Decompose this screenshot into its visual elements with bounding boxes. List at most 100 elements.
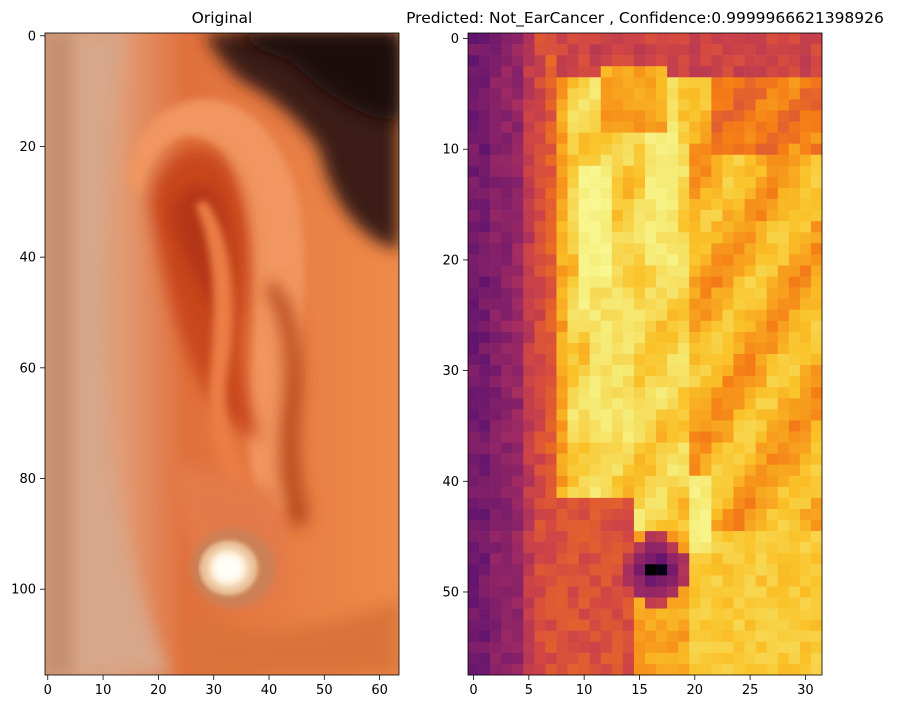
heatmap-cell xyxy=(545,187,557,200)
heatmap-cell xyxy=(501,575,513,587)
heatmap-cell xyxy=(711,298,723,311)
heatmap-cell xyxy=(799,520,812,532)
heatmap-cell xyxy=(656,630,668,643)
heatmap-cell xyxy=(722,354,734,366)
heatmap-cell xyxy=(512,398,524,410)
heatmap-cell xyxy=(788,77,801,89)
heatmap-cell xyxy=(556,531,568,543)
heatmap-cell xyxy=(700,221,712,233)
heatmap-cell xyxy=(777,232,790,244)
heatmap-cell xyxy=(766,320,779,333)
heatmap-cell xyxy=(545,630,557,643)
heatmap-cell xyxy=(622,663,635,676)
heatmap-cell xyxy=(633,199,646,211)
heatmap-cell xyxy=(501,475,513,488)
heatmap-cell xyxy=(600,132,613,144)
heatmap-cell xyxy=(490,88,502,100)
heatmap-cell xyxy=(600,221,613,233)
heatmap-cell xyxy=(733,652,745,665)
heatmap-cell xyxy=(523,176,535,189)
heatmap-cell xyxy=(545,298,557,311)
heatmap-cell xyxy=(645,154,657,167)
heatmap-cell xyxy=(678,365,690,377)
heatmap-cell xyxy=(600,564,613,576)
heatmap-cell xyxy=(578,464,590,477)
heatmap-cell xyxy=(656,464,668,477)
heatmap-cell xyxy=(711,608,723,620)
heatmap-cell xyxy=(755,187,767,200)
heatmap-cell xyxy=(711,44,723,56)
heatmap-cell xyxy=(578,586,590,598)
heatmap-cell xyxy=(611,287,624,299)
heatmap-cell xyxy=(545,287,557,299)
heatmap-cell xyxy=(556,342,568,355)
heatmap-cell xyxy=(633,663,646,676)
heatmap-cell xyxy=(512,376,524,388)
heatmap-cell xyxy=(468,597,480,609)
heatmap-cell xyxy=(711,143,723,156)
heatmap-cell xyxy=(777,431,790,443)
heatmap-cell xyxy=(611,121,624,133)
heatmap-cell xyxy=(645,486,657,499)
heatmap-cell xyxy=(490,298,502,311)
heatmap-cell xyxy=(700,342,712,355)
heatmap-cell xyxy=(556,597,568,609)
heatmap-cell xyxy=(645,652,657,665)
heatmap-cell xyxy=(700,309,712,322)
heatmap-cell xyxy=(545,354,557,366)
heatmap-cell xyxy=(667,132,679,144)
heatmap-cell xyxy=(600,387,613,399)
heatmap-cell xyxy=(645,508,657,521)
heatmap-cell xyxy=(501,497,513,510)
heatmap-cell xyxy=(622,132,635,144)
heatmap-cell xyxy=(766,387,779,399)
heatmap-cell xyxy=(501,442,513,454)
heatmap-cell xyxy=(611,508,624,521)
heatmap-cell xyxy=(722,44,734,56)
heatmap-cell xyxy=(556,619,568,632)
heatmap-cell xyxy=(799,564,812,576)
heatmap-cell xyxy=(766,44,779,56)
heatmap-cell xyxy=(810,398,823,410)
heatmap-cell xyxy=(479,254,491,266)
heatmap-cell xyxy=(534,99,546,111)
heatmap-cell xyxy=(523,309,535,322)
heatmap-cell xyxy=(744,176,756,189)
heatmap-cell xyxy=(645,475,657,488)
heatmap-cell xyxy=(589,176,602,189)
heatmap-cell xyxy=(523,508,535,521)
heatmap-cell xyxy=(689,453,701,465)
heatmap-cell xyxy=(777,365,790,377)
heatmap-cell xyxy=(755,409,767,421)
heatmap-cell xyxy=(600,165,613,178)
heatmap-cell xyxy=(479,66,491,78)
heatmap-cell xyxy=(501,542,513,554)
heatmap-cell xyxy=(501,309,513,322)
heatmap-cell xyxy=(622,154,635,167)
heatmap-cell xyxy=(578,121,590,133)
heatmap-cell xyxy=(534,165,546,178)
heatmap-cell xyxy=(501,143,513,156)
heatmap-cell xyxy=(589,431,602,443)
heatmap-cell xyxy=(578,154,590,167)
heatmap-cell xyxy=(490,398,502,410)
heatmap-cell xyxy=(622,320,635,333)
heatmap-cell xyxy=(722,453,734,465)
heatmap-cell xyxy=(667,453,679,465)
heatmap-cell xyxy=(689,420,701,432)
heatmap-cell xyxy=(700,442,712,454)
heatmap-cell xyxy=(556,508,568,521)
heatmap-cell xyxy=(556,542,568,554)
heatmap-cell xyxy=(479,508,491,521)
heatmap-cell xyxy=(711,387,723,399)
heatmap-cell xyxy=(689,44,701,56)
heatmap-cell xyxy=(689,88,701,100)
heatmap-cell xyxy=(523,652,535,665)
heatmap-cell xyxy=(600,354,613,366)
heatmap-cell xyxy=(645,398,657,410)
heatmap-cell xyxy=(523,165,535,178)
heatmap-cell xyxy=(755,586,767,598)
heatmap-cell xyxy=(777,475,790,488)
heatmap-cell xyxy=(512,564,524,576)
heatmap-cell xyxy=(667,586,679,598)
